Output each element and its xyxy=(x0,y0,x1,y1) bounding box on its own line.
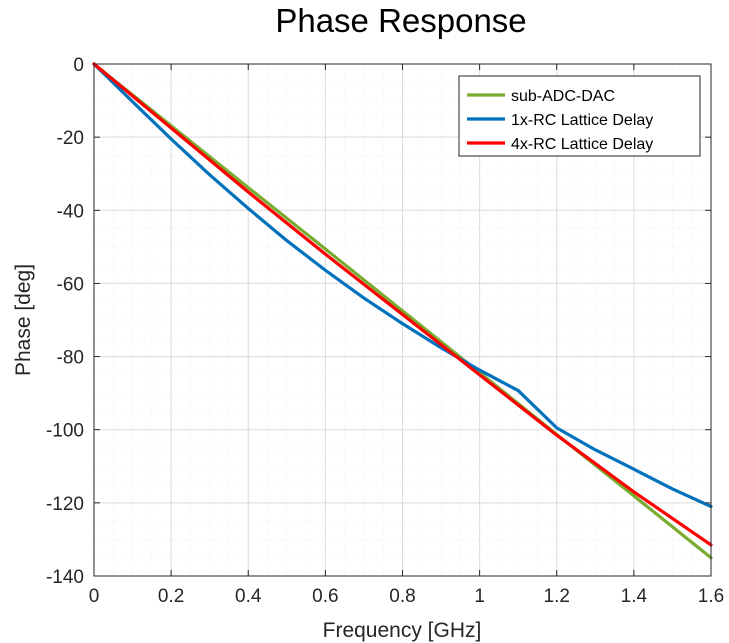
y-tick-label: -100 xyxy=(46,421,84,442)
x-axis-label: Frequency [GHz] xyxy=(323,619,482,642)
legend: sub-ADC-DAC 1x-RC Lattice Delay 4x-RC Latt… xyxy=(458,75,701,157)
legend-label: sub-ADC-DAC xyxy=(511,88,615,105)
y-tick-label: -140 xyxy=(46,567,84,588)
x-tick-label: 0.4 xyxy=(235,586,262,607)
legend-label: 4x-RC Lattice Delay xyxy=(511,136,653,153)
x-tick-label: 1.6 xyxy=(698,586,724,607)
x-tick-label: 1.4 xyxy=(621,586,648,607)
chart-title: Phase Response xyxy=(275,2,526,39)
y-tick-label: -20 xyxy=(57,128,84,149)
x-tick-labels: 0 0.2 0.4 0.6 0.8 1 1.2 1.4 1.6 xyxy=(89,586,725,607)
series-line-4x-rc-lattice-delay xyxy=(92,62,713,547)
series-layer xyxy=(92,62,713,560)
y-tick-label: -60 xyxy=(57,274,84,295)
y-tick-label: -120 xyxy=(46,494,84,515)
series-line-sub-adc-dac xyxy=(92,62,713,560)
y-axis-label: Phase [deg] xyxy=(12,264,35,376)
x-tick-label: 1.2 xyxy=(544,586,570,607)
legend-label: 1x-RC Lattice Delay xyxy=(511,112,653,129)
y-tick-label: -40 xyxy=(57,201,84,222)
x-tick-label: 0.8 xyxy=(389,586,415,607)
x-tick-label: 0.6 xyxy=(312,586,338,607)
axis-ticks xyxy=(93,63,712,577)
y-tick-label: -80 xyxy=(57,348,84,369)
y-tick-label: 0 xyxy=(73,55,84,76)
x-tick-label: 1 xyxy=(474,586,485,607)
series-line-1x-rc-lattice-delay xyxy=(92,62,713,509)
y-tick-labels: 0 -20 -40 -60 -80 -100 -120 -140 xyxy=(46,55,84,588)
x-tick-label: 0 xyxy=(89,586,100,607)
x-tick-label: 0.2 xyxy=(158,586,184,607)
